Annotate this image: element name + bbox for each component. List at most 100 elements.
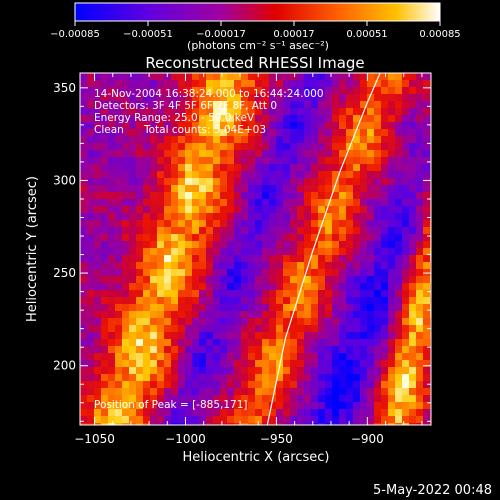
heatmap-cell [164,381,172,389]
heatmap-cell [101,304,109,312]
heatmap-cell [409,192,417,200]
heatmap-cell [332,129,340,137]
heatmap-cell [199,318,207,326]
heatmap-cell [367,304,375,312]
heatmap-cell [157,80,165,88]
heatmap-cell [374,206,382,214]
heatmap-cell [199,220,207,228]
heatmap-cell [108,423,116,425]
heatmap-cell [150,136,158,144]
heatmap-cell [234,318,242,326]
heatmap-cell [94,101,102,109]
heatmap-cell [171,115,179,123]
heatmap-cell [94,122,102,130]
heatmap-cell [241,339,249,347]
heatmap-cell [108,332,116,340]
heatmap-cell [234,290,242,298]
heatmap-cell [192,122,200,130]
heatmap-cell [311,171,319,179]
heatmap-cell [269,262,277,270]
heatmap-cell [283,388,291,396]
heatmap-cell [276,297,284,305]
heatmap-cell [276,290,284,298]
heatmap-cell [339,283,347,291]
heatmap-cell [87,199,95,207]
heatmap-cell [136,409,144,417]
heatmap-cell [185,129,193,137]
heatmap-cell [248,395,256,403]
heatmap-cell [136,325,144,333]
heatmap-cell [213,227,221,235]
heatmap-cell [234,402,242,410]
heatmap-cell [164,409,172,417]
heatmap-cell [290,73,298,81]
heatmap-cell [206,227,214,235]
heatmap-cell [367,73,375,81]
heatmap-cell [290,416,298,424]
heatmap-cell [409,325,417,333]
heatmap-cell [192,129,200,137]
heatmap-cell [367,241,375,249]
heatmap-cell [402,262,410,270]
heatmap-cell [416,269,424,277]
heatmap-cell [283,199,291,207]
heatmap-cell [185,136,193,144]
heatmap-cell [353,423,361,425]
heatmap-cell [423,199,431,207]
heatmap-cell [283,325,291,333]
heatmap-cell [423,297,431,305]
heatmap-cell [360,143,368,151]
heatmap-cell [213,423,221,425]
heatmap-cell [129,416,137,424]
heatmap-cell [388,220,396,228]
heatmap-cell [94,234,102,242]
heatmap-cell [248,367,256,375]
heatmap-cell [115,325,123,333]
heatmap-cell [234,339,242,347]
heatmap-cell [115,423,123,425]
heatmap-cell [283,234,291,242]
heatmap-cell [241,262,249,270]
heatmap-cell [290,192,298,200]
heatmap-cell [353,192,361,200]
heatmap-cell [346,80,354,88]
heatmap-cell [94,255,102,263]
heatmap-cell [150,423,158,425]
heatmap-cell [402,136,410,144]
heatmap-cell [402,129,410,137]
heatmap-cell [248,297,256,305]
heatmap-cell [234,199,242,207]
heatmap-cell [416,283,424,291]
heatmap-cell [367,101,375,109]
heatmap-cell [290,290,298,298]
heatmap-cell [241,164,249,172]
heatmap-cell [143,311,151,319]
heatmap-cell [206,269,214,277]
heatmap-cell [388,73,396,81]
heatmap-cell [94,227,102,235]
heatmap-cell [122,353,130,361]
heatmap-cell [353,332,361,340]
heatmap-cell [87,304,95,312]
heatmap-cell [199,269,207,277]
heatmap-cell [157,199,165,207]
heatmap-cell [227,353,235,361]
heatmap-cell [346,269,354,277]
heatmap-cell [374,283,382,291]
heatmap-cell [157,171,165,179]
heatmap-cell [164,213,172,221]
heatmap-cell [136,311,144,319]
heatmap-cell [339,360,347,368]
heatmap-cell [213,360,221,368]
heatmap-cell [402,143,410,151]
heatmap-cell [353,367,361,375]
heatmap-cell [325,318,333,326]
heatmap-cell [192,73,200,81]
heatmap-cell [416,381,424,389]
heatmap-cell [136,255,144,263]
heatmap-cell [388,318,396,326]
heatmap-cell [185,199,193,207]
heatmap-cell [192,353,200,361]
heatmap-cell [311,395,319,403]
heatmap-cell [395,213,403,221]
